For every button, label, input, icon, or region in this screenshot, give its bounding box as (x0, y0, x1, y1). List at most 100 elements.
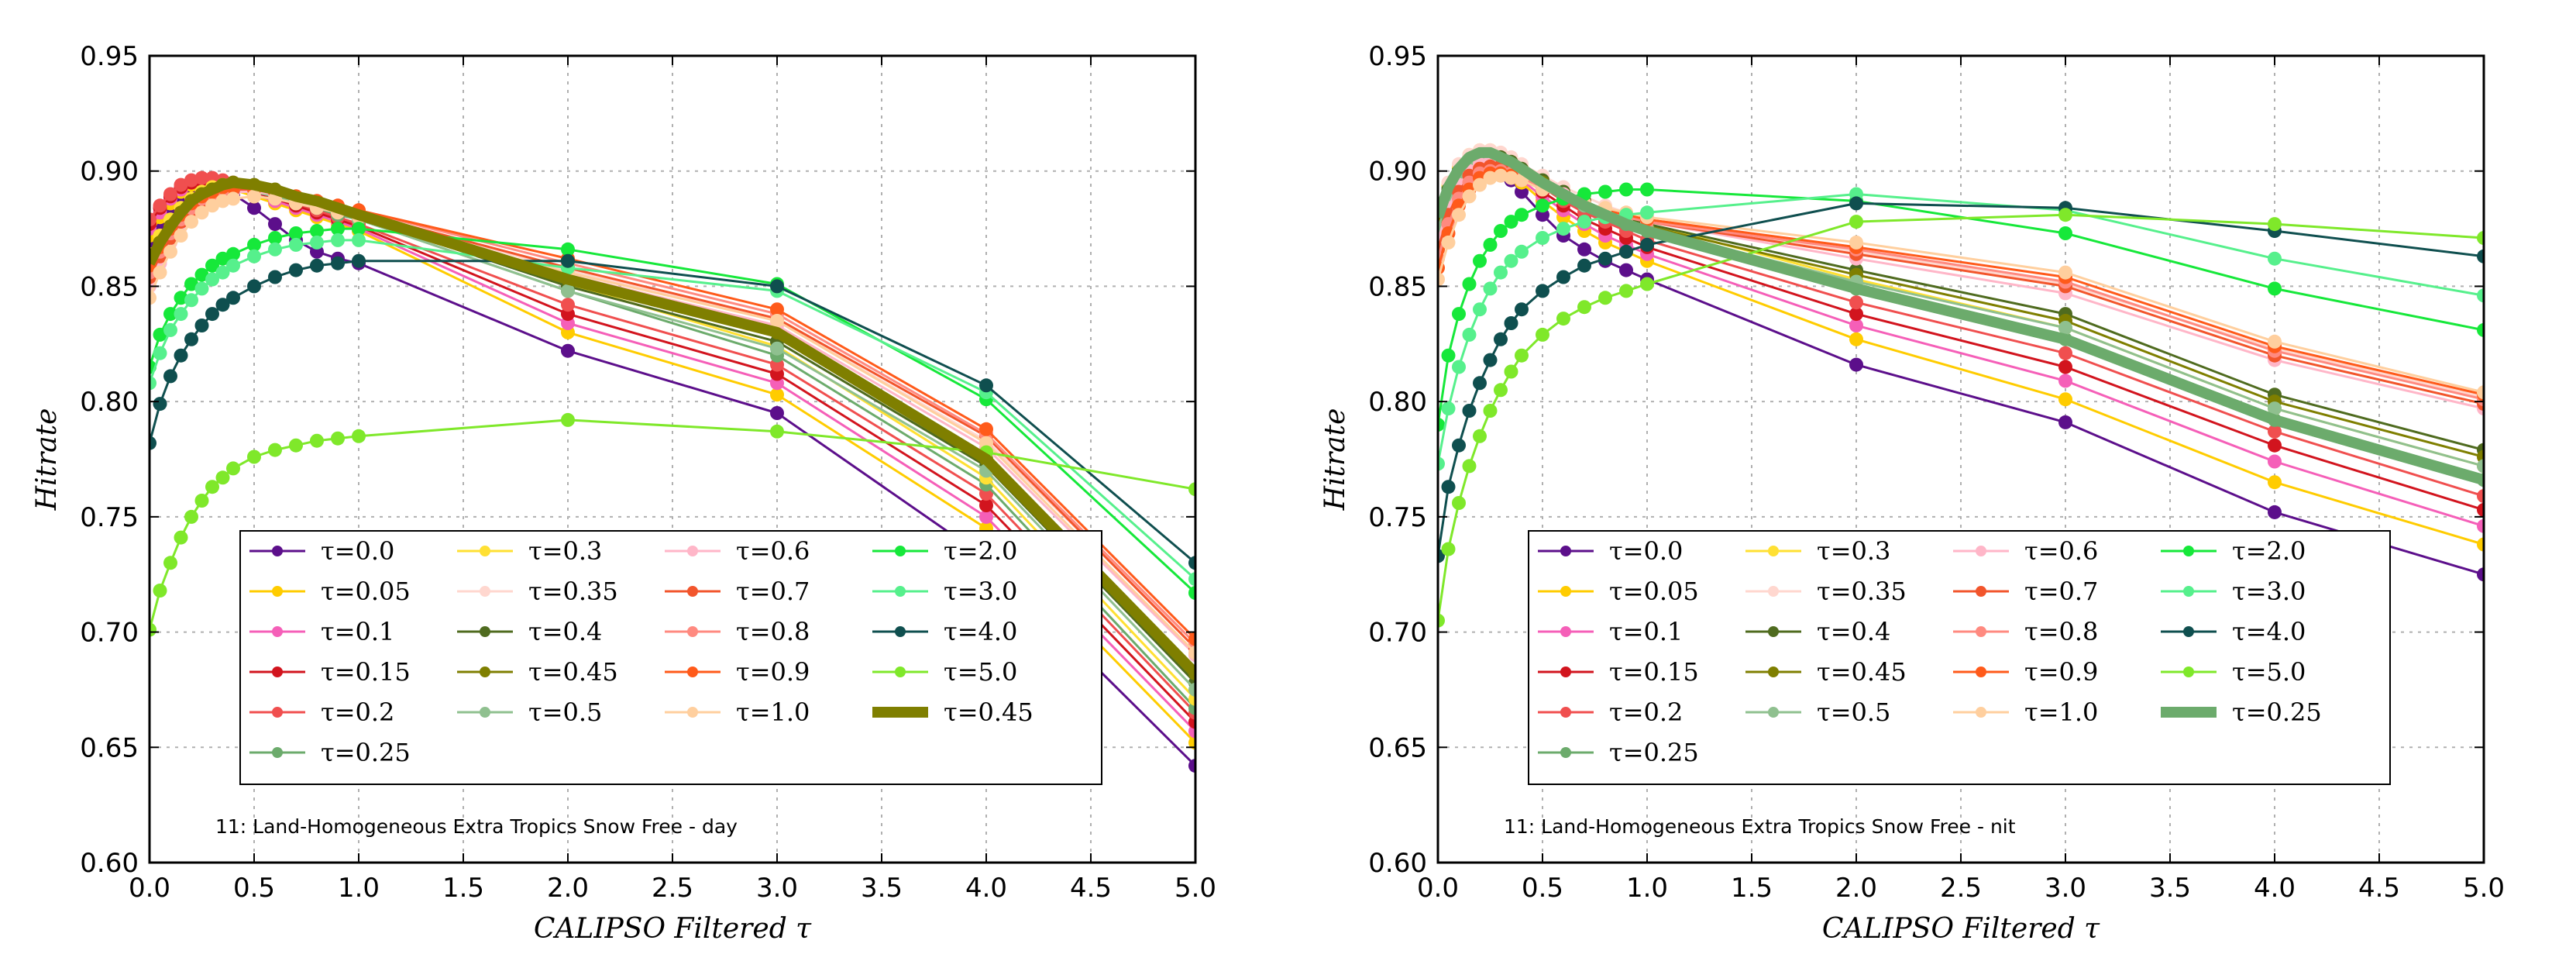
legend-label: τ=0.45 (944, 698, 1033, 727)
data-point (268, 270, 282, 284)
data-point (163, 244, 177, 259)
legend-label: τ=0.2 (321, 698, 394, 727)
data-point (1598, 291, 1612, 305)
y-tick-label: 0.75 (80, 502, 139, 533)
legend-label: τ=0.6 (736, 536, 810, 566)
data-point (205, 480, 219, 494)
data-point (2268, 505, 2282, 519)
legend-item: τ=0.25 (249, 738, 411, 767)
data-point (2477, 288, 2484, 303)
legend-label: τ=0.15 (321, 657, 411, 687)
data-point (770, 388, 784, 402)
data-point (352, 222, 366, 236)
data-point (247, 249, 261, 264)
legend-label: τ=5.0 (944, 657, 1017, 687)
data-point (1849, 215, 1863, 229)
data-point (1515, 208, 1529, 222)
data-point (268, 242, 282, 257)
data-point (174, 530, 188, 545)
legend: τ=0.0 τ=0.05 τ=0.1 τ=0.15 τ=0.2 τ=0.25 τ=0.3 τ=… (239, 530, 1102, 785)
legend: τ=0.0 τ=0.05 τ=0.1 τ=0.15 τ=0.2 τ=0.25 τ=0.3 τ=… (1528, 530, 2391, 785)
series-19 (1438, 208, 2484, 628)
legend-item: τ=0.2 (1538, 698, 1683, 727)
series-18 (150, 253, 1195, 570)
legend-item: τ=0.3 (1745, 536, 1890, 566)
legend-label: τ=0.3 (1817, 536, 1890, 566)
legend-label: τ=0.8 (2024, 617, 2098, 646)
legend-item: τ=0.1 (1538, 617, 1683, 646)
data-point (1536, 284, 1549, 298)
legend-label: τ=0.15 (1609, 657, 1699, 687)
data-point (194, 170, 209, 185)
y-tick-label: 0.75 (1368, 502, 1427, 533)
legend-swatch-marker (1976, 546, 1986, 556)
legend-swatch-marker (272, 707, 283, 718)
legend-swatch-marker (272, 626, 283, 637)
data-point (561, 298, 575, 312)
legend-item: τ=2.0 (872, 536, 1017, 566)
data-point (247, 237, 261, 252)
data-point (1452, 438, 1466, 453)
data-point (1483, 281, 1498, 296)
data-point (2477, 459, 2484, 474)
data-point (1494, 224, 1508, 238)
data-point (289, 438, 303, 453)
data-point (1483, 170, 1498, 185)
data-point (2268, 454, 2282, 469)
data-point (1536, 231, 1549, 245)
data-point (1577, 300, 1591, 315)
legend-label: τ=0.45 (528, 657, 618, 687)
data-point (1188, 586, 1195, 600)
data-point (561, 343, 575, 358)
x-tick-label: 2.0 (547, 873, 589, 904)
data-point (352, 253, 366, 268)
data-point (2477, 249, 2484, 264)
hitrate-chart-day: 0.0 0.5 1.0 1.5 2.0 2.5 3.0 3.5 4.0 4.5 5.0 0.60 0.6… (31, 41, 1216, 945)
data-point (1849, 319, 1863, 332)
data-point (2268, 217, 2282, 232)
data-point (2268, 475, 2282, 490)
data-point (163, 556, 177, 570)
data-point (2477, 567, 2484, 582)
x-tick-label: 1.5 (1731, 873, 1773, 904)
data-point (1556, 222, 1570, 236)
data-point (1188, 682, 1195, 697)
highlight-series-line (150, 177, 1195, 677)
legend-item: τ=0.45 (1745, 657, 1907, 687)
legend-swatch-marker (1976, 586, 1986, 597)
data-point (1619, 182, 1633, 197)
data-point (770, 424, 784, 439)
legend-item: τ=5.0 (872, 657, 1017, 687)
legend-item: τ=1.0 (665, 698, 810, 727)
x-tick-label: 4.5 (1070, 873, 1112, 904)
data-point (1188, 632, 1195, 646)
legend-item: τ=0.7 (1953, 577, 2098, 606)
legend-item: τ=0.5 (1745, 698, 1890, 727)
data-point (561, 284, 575, 298)
legend-swatch-marker (1560, 546, 1571, 556)
data-point (2268, 424, 2282, 439)
data-point (770, 302, 784, 317)
legend-item: τ=0.9 (1953, 657, 2098, 687)
y-tick-label: 0.70 (80, 618, 139, 649)
data-point (247, 279, 261, 294)
data-point (226, 246, 240, 261)
data-point (1849, 307, 1863, 322)
legend-item: τ=3.0 (2161, 577, 2306, 606)
data-point (174, 229, 188, 243)
data-point (247, 450, 261, 464)
data-point (979, 498, 993, 512)
data-point (1452, 307, 1466, 322)
x-axis-label: CALIPSO Filtered τ (534, 913, 812, 945)
data-point (268, 443, 282, 457)
legend-label: τ=0.9 (2024, 657, 2098, 687)
data-point (2058, 360, 2072, 374)
x-tick-label: 2.5 (1940, 873, 1982, 904)
legend-label: τ=0.35 (528, 577, 618, 606)
data-point (215, 194, 230, 208)
data-point (1504, 253, 1518, 268)
legend-swatch-marker (1768, 707, 1779, 718)
data-point (310, 224, 324, 238)
legend-swatch-marker (2183, 546, 2194, 556)
data-point (289, 263, 303, 277)
